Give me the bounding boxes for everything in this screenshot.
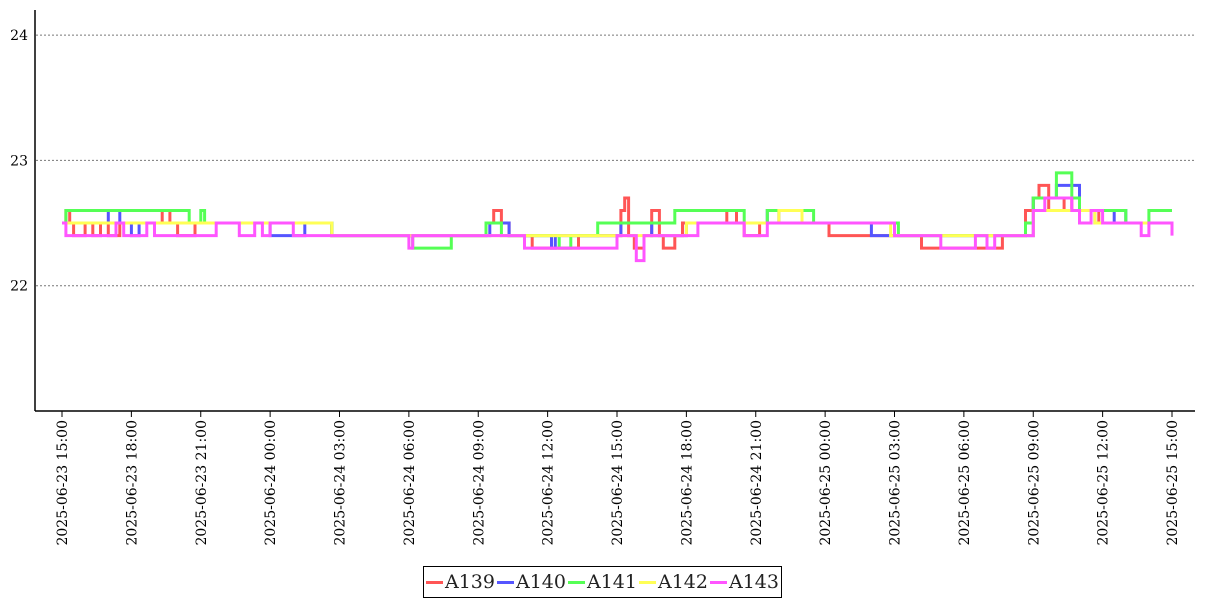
legend-swatch (497, 580, 514, 584)
x-tick-label: 2025-06-24 21:00 (749, 420, 765, 546)
legend-label: A139 (445, 571, 495, 593)
x-tick-label: 2025-06-24 15:00 (610, 420, 626, 546)
x-tick-label: 2025-06-23 18:00 (124, 420, 140, 546)
y-tick-labels: 22 23 24 (10, 28, 28, 295)
x-tick-label: 2025-06-24 09:00 (471, 420, 487, 546)
x-tick-label: 2025-06-24 03:00 (333, 420, 349, 546)
legend-swatch (426, 580, 443, 584)
legend-label: A140 (516, 571, 566, 593)
legend-item-a141: A141 (568, 571, 637, 593)
x-tick-label: 2025-06-24 18:00 (679, 420, 695, 546)
x-tick-label: 2025-06-24 00:00 (263, 420, 279, 546)
x-tick-label: 2025-06-25 12:00 (1096, 420, 1112, 546)
x-tick-label: 2025-06-25 03:00 (888, 420, 904, 546)
legend-swatch (639, 580, 656, 584)
x-tick-label: 2025-06-23 21:00 (194, 420, 210, 546)
x-tick-label: 2025-06-25 09:00 (1026, 420, 1042, 546)
x-tick-label: 2025-06-24 12:00 (541, 420, 557, 546)
x-tick-label: 2025-06-25 06:00 (957, 420, 973, 546)
series-line-a143 (62, 196, 1174, 263)
legend: A139 A140 A141 A142 A143 (423, 566, 782, 598)
x-tick-label: 2025-06-23 15:00 (55, 420, 71, 546)
y-tick-label: 23 (10, 153, 28, 169)
legend-item-a143: A143 (710, 571, 779, 593)
x-tick-label: 2025-06-25 15:00 (1165, 420, 1181, 546)
legend-swatch (568, 580, 585, 584)
legend-item-a139: A139 (426, 571, 495, 593)
x-tick-label: 2025-06-25 00:00 (818, 420, 834, 546)
legend-item-a140: A140 (497, 571, 566, 593)
y-tick-label: 24 (10, 28, 28, 44)
axes (34, 10, 1195, 412)
legend-swatch (710, 580, 727, 584)
x-tick-labels: 2025-06-23 15:00 2025-06-23 18:00 2025-06-… (55, 411, 1181, 546)
gridlines (36, 34, 1195, 287)
series-lines (62, 171, 1174, 263)
y-tick-label: 22 (10, 279, 28, 295)
legend-label: A143 (729, 571, 779, 593)
x-tick-label: 2025-06-24 06:00 (402, 420, 418, 546)
legend-label: A141 (587, 571, 637, 593)
legend-label: A142 (658, 571, 708, 593)
legend-item-a142: A142 (639, 571, 708, 593)
